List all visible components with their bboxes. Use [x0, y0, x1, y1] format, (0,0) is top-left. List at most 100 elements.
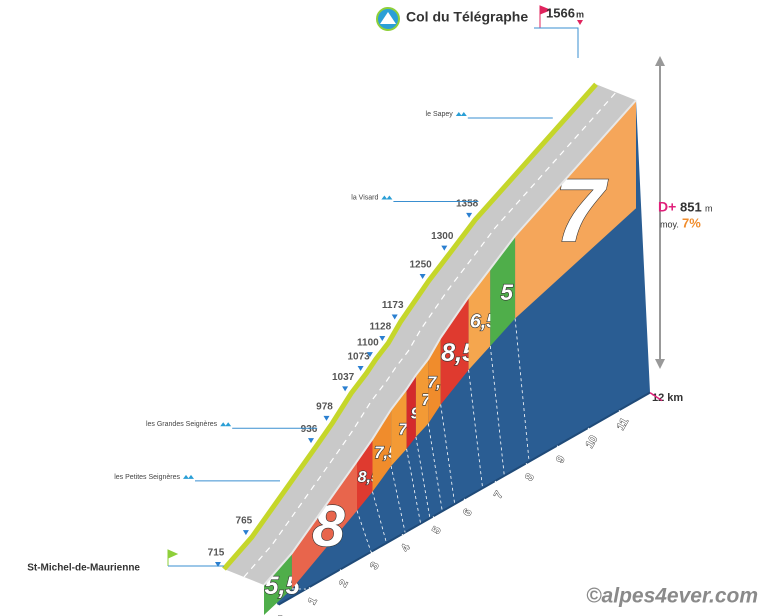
altitude-label: 1358: [456, 199, 479, 210]
x-tick: [339, 569, 345, 574]
average-label: moy.: [660, 219, 679, 229]
x-tick: [432, 516, 438, 521]
start-name: St-Michel-de-Maurienne: [27, 563, 140, 574]
gradient-segment: [468, 268, 491, 370]
altitude-marker: [357, 366, 364, 372]
x-tick: [525, 463, 531, 468]
altitude-label: 765: [236, 516, 253, 527]
gradient-segment: [391, 389, 407, 467]
x-tick-label: 7: [492, 489, 505, 500]
x-tick-label: 2: [337, 578, 350, 589]
altitude-label: 1300: [431, 231, 454, 242]
altitude-marker: [466, 212, 473, 218]
altitude-marker: [366, 352, 373, 358]
gradient-segment: [440, 296, 469, 405]
x-tick: [401, 533, 407, 539]
place-icon: [183, 474, 194, 479]
altitude-marker: [242, 530, 249, 536]
altitude-label: 1128: [369, 322, 391, 333]
place-name: les Petites Seignères: [114, 474, 180, 481]
x-tick: [494, 480, 500, 486]
chart-title: Col du Télégraphe: [406, 9, 528, 25]
gain-unit: m: [705, 203, 713, 213]
summit-icon-peak: [380, 12, 396, 24]
x-tick-label: 3: [368, 560, 381, 571]
start-flag: [167, 549, 179, 566]
x-tick: [587, 427, 593, 433]
segment-divider: [415, 436, 431, 519]
gradient-label: 5,5: [264, 572, 300, 600]
altitude-marker: [379, 336, 386, 342]
average-value: 7%: [682, 215, 701, 230]
gradient-segment: [372, 409, 392, 492]
x-tick: [463, 498, 469, 504]
segment-divider: [489, 345, 505, 476]
altitude-marker: [323, 415, 330, 421]
x-tick-label: 4: [399, 542, 413, 554]
altitude-label: 978: [316, 402, 333, 413]
gradient-label: 9: [411, 406, 420, 423]
altitude-marker: [419, 273, 426, 279]
gradient-segment: [264, 553, 292, 615]
altitude-label: 1073: [347, 352, 370, 363]
x-tick-label: 5: [430, 525, 443, 536]
credit: ©alpes4ever.com: [586, 585, 758, 608]
place-icon: [381, 195, 393, 200]
gradient-label: 7: [555, 162, 609, 262]
start-altitude-marker: [215, 562, 221, 567]
altitude-marker: [441, 245, 448, 251]
gradient-segment: [291, 461, 357, 589]
x-tick-label: 1: [306, 596, 319, 607]
gradient-segment: [428, 337, 441, 424]
altitude-marker: [308, 438, 314, 444]
gradient-label: 7: [398, 422, 408, 439]
place-icon: [220, 422, 232, 427]
altitude-label: 1100: [357, 338, 379, 349]
place-name: les Grandes Seignères: [146, 421, 218, 428]
x-tick: [308, 586, 314, 592]
road: [224, 84, 636, 585]
road-centerline: [243, 91, 617, 578]
x-tick-label: 9: [554, 454, 567, 465]
altitude-label: 1250: [409, 260, 432, 271]
altitude-label: 1173: [382, 300, 404, 311]
gradient-segment: [406, 375, 416, 449]
profile-line: [263, 99, 637, 586]
summit-flag: [539, 5, 552, 28]
segment-divider: [406, 448, 421, 524]
x-tick-label: 8: [523, 472, 536, 483]
gradient-label: 7: [422, 392, 432, 409]
segment-divider: [427, 423, 443, 512]
x-tick-label: 11: [615, 416, 631, 432]
gradient-segment: [490, 235, 516, 347]
segment-divider: [356, 510, 372, 553]
place-name: le Sapey: [426, 111, 454, 118]
road-edge: [222, 82, 598, 571]
gradient-label: 5: [500, 280, 513, 305]
segment-divider: [440, 404, 456, 505]
start-altitude-label: 715: [208, 548, 225, 559]
x-tick: [556, 445, 562, 451]
segment-divider: [468, 369, 483, 489]
distance-tick: [649, 391, 663, 402]
place-icon: [455, 112, 467, 116]
summit-marker: [577, 20, 583, 25]
gain-label: D+: [658, 199, 676, 215]
x-tick: [277, 604, 283, 610]
altitude-marker: [342, 386, 349, 392]
x-tick-label: 10: [584, 434, 601, 451]
place-name: la Visard: [351, 194, 378, 201]
x-tick-label: 6: [461, 507, 474, 518]
gain-value: 851: [680, 199, 702, 214]
gradient-segment: [515, 100, 636, 319]
altitude-marker: [391, 314, 398, 320]
summit-unit: m: [576, 9, 584, 19]
altitude-label: 936: [301, 424, 318, 435]
x-tick: [370, 551, 376, 557]
x-tick: [618, 409, 624, 415]
gradient-segment: [415, 359, 429, 437]
summit-leader: [534, 27, 579, 58]
summit-altitude: 1566: [546, 5, 575, 20]
segment-divider: [372, 491, 387, 544]
